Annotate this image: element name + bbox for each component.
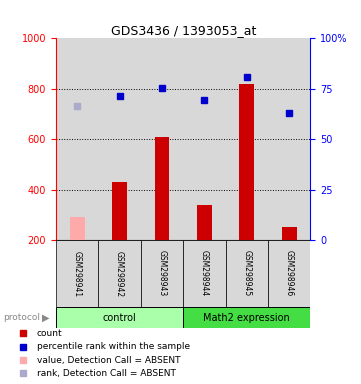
Text: GSM298941: GSM298941 (73, 250, 82, 297)
Bar (268, 240, 310, 307)
Text: percentile rank within the sample: percentile rank within the sample (36, 342, 190, 351)
Bar (112, 182, 127, 240)
Bar (239, 84, 254, 240)
Text: GSM298945: GSM298945 (242, 250, 251, 297)
Text: rank, Detection Call = ABSENT: rank, Detection Call = ABSENT (36, 369, 175, 378)
Text: GSM298942: GSM298942 (115, 250, 124, 297)
Bar (183, 240, 226, 307)
Text: ▶: ▶ (42, 313, 49, 323)
Bar (226, 240, 268, 307)
Bar (141, 240, 183, 307)
Text: GSM298946: GSM298946 (285, 250, 294, 297)
Text: protocol: protocol (4, 313, 40, 322)
Bar (141, 38, 183, 240)
Bar (56, 240, 98, 307)
Title: GDS3436 / 1393053_at: GDS3436 / 1393053_at (110, 24, 256, 37)
Bar (98, 240, 141, 307)
Bar (183, 38, 226, 240)
Bar (56, 38, 98, 240)
Text: GSM298943: GSM298943 (157, 250, 166, 297)
Bar (155, 137, 169, 240)
Bar (226, 38, 268, 240)
Bar (268, 38, 310, 240)
Text: Math2 expression: Math2 expression (204, 313, 290, 323)
Text: control: control (103, 313, 136, 323)
Text: GSM298944: GSM298944 (200, 250, 209, 297)
Bar (197, 205, 212, 240)
Bar (56, 307, 183, 328)
Bar (282, 227, 297, 240)
Bar (70, 217, 84, 240)
Bar (98, 38, 141, 240)
Text: value, Detection Call = ABSENT: value, Detection Call = ABSENT (36, 356, 180, 364)
Bar (183, 307, 310, 328)
Text: count: count (36, 329, 62, 338)
